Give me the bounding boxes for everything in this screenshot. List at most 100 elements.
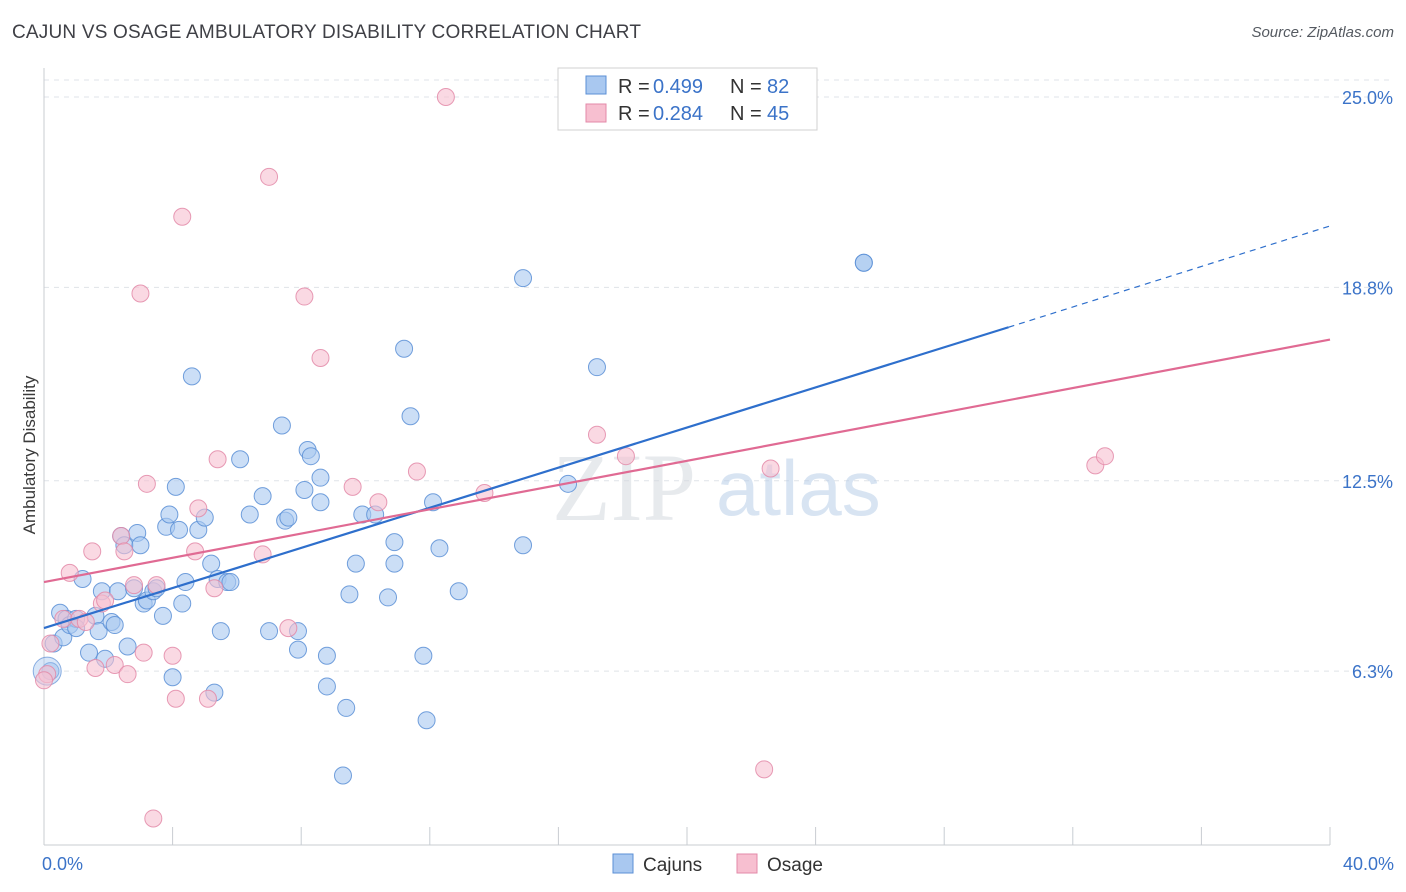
cajuns-point-47 xyxy=(260,622,279,641)
legend-swatch-osage xyxy=(585,103,607,123)
cajuns-point-74 xyxy=(430,539,449,558)
osage-point-33 xyxy=(343,477,362,496)
legend-osage-r-value: 0.284 xyxy=(653,103,703,125)
legend-cajuns-n-value: 82 xyxy=(767,76,789,98)
bottom-legend-swatch-osage xyxy=(736,853,758,874)
osage-point-27 xyxy=(208,450,227,469)
trend-line-cajuns-extension xyxy=(1008,225,1331,328)
osage-point-34 xyxy=(369,493,388,512)
cajuns-point-69 xyxy=(395,339,414,358)
cajuns-point-62 xyxy=(340,585,359,604)
bottom-legend-cajuns: Cajuns xyxy=(643,855,702,876)
cajuns-point-58 xyxy=(317,646,336,665)
cajuns-point-45 xyxy=(240,505,259,524)
osage-point-26 xyxy=(205,579,224,598)
osage-point-31 xyxy=(295,287,314,306)
cajuns-point-59 xyxy=(317,677,336,696)
cajuns-point-29 xyxy=(160,505,179,524)
cajuns-point-44 xyxy=(231,450,250,469)
legend-swatch-cajuns xyxy=(585,75,607,95)
osage-point-32 xyxy=(311,348,330,367)
series-osage-points xyxy=(35,88,1114,828)
osage-point-38 xyxy=(587,425,606,444)
osage-point-25 xyxy=(198,689,217,708)
osage-point-11 xyxy=(112,527,131,546)
osage-point-14 xyxy=(125,576,144,595)
grid-lines xyxy=(44,79,1392,672)
osage-point-10 xyxy=(105,655,124,674)
legend-cajuns-n-label: N = xyxy=(730,76,762,98)
trend-lines xyxy=(43,225,1331,630)
cajuns-point-56 xyxy=(311,493,330,512)
osage-point-40 xyxy=(755,760,774,779)
cajuns-point-32 xyxy=(170,520,189,539)
cajuns-point-38 xyxy=(202,554,221,573)
cajuns-point-19 xyxy=(118,637,137,656)
cajuns-point-70 xyxy=(401,407,420,426)
cajuns-point-77 xyxy=(514,269,533,288)
y-tick-label-1: 12.5% xyxy=(1342,472,1393,492)
cajuns-point-35 xyxy=(182,367,201,386)
source-label: Source: ZipAtlas.com xyxy=(1251,24,1394,41)
cajuns-point-60 xyxy=(333,766,352,785)
cajuns-point-27 xyxy=(153,606,172,625)
cajuns-point-68 xyxy=(385,554,404,573)
osage-point-35 xyxy=(407,462,426,481)
osage-point-41 xyxy=(761,459,780,478)
cajuns-point-48 xyxy=(272,416,291,435)
cajuns-point-15 xyxy=(105,616,124,635)
osage-point-12 xyxy=(115,542,134,561)
y-tick-label-3: 25.0% xyxy=(1342,88,1393,108)
legend-osage-r-label: R = xyxy=(618,103,650,125)
osage-point-15 xyxy=(131,284,150,303)
osage-point-39 xyxy=(616,447,635,466)
osage-point-5 xyxy=(76,612,95,631)
cajuns-point-53 xyxy=(295,480,314,499)
cajuns-point-55 xyxy=(301,447,320,466)
osage-point-17 xyxy=(137,474,156,493)
cajuns-point-66 xyxy=(379,588,398,607)
legend-cajuns-r-value: 0.499 xyxy=(653,76,703,98)
cajuns-point-67 xyxy=(385,533,404,552)
legend: R = 0.499 N = 82 R = 0.284 N = 45 xyxy=(557,67,818,131)
cajuns-point-81 xyxy=(854,253,873,272)
osage-point-36 xyxy=(436,88,455,106)
osage-point-44 xyxy=(35,671,53,690)
osage-point-20 xyxy=(163,646,182,665)
y-tick-label-0: 6.3% xyxy=(1352,662,1393,682)
cajuns-point-72 xyxy=(417,711,436,730)
y-axis-label: Ambulatory Disability xyxy=(20,375,39,534)
osage-point-13 xyxy=(118,665,137,684)
cajuns-point-75 xyxy=(449,582,468,601)
x-tick-label-0: 0.0% xyxy=(42,854,83,874)
cajuns-point-71 xyxy=(414,646,433,665)
cajuns-point-79 xyxy=(587,358,606,377)
osage-point-30 xyxy=(279,619,298,638)
cajuns-point-52 xyxy=(288,640,307,659)
bottom-legend: Cajuns Osage xyxy=(612,853,823,876)
osage-point-16 xyxy=(134,643,153,662)
osage-point-18 xyxy=(144,809,163,828)
watermark: ZIP atlas xyxy=(552,434,881,541)
cajuns-point-31 xyxy=(166,477,185,496)
cajuns-point-22 xyxy=(131,536,150,555)
legend-cajuns-r-label: R = xyxy=(618,76,650,98)
osage-point-43 xyxy=(1095,447,1114,466)
tick-labels: 6.3% 12.5% 18.8% 25.0% 0.0% 40.0% xyxy=(42,88,1394,874)
trend-line-osage xyxy=(43,338,1331,584)
cajuns-point-76 xyxy=(514,536,533,555)
osage-point-1 xyxy=(41,634,60,653)
y-tick-label-2: 18.8% xyxy=(1342,278,1393,298)
cajuns-point-11 xyxy=(89,622,108,641)
legend-osage-n-label: N = xyxy=(730,103,762,125)
osage-point-22 xyxy=(173,207,192,226)
trend-line-cajuns xyxy=(43,326,1009,630)
cajuns-point-43 xyxy=(221,573,240,592)
osage-point-7 xyxy=(86,659,105,678)
osage-point-21 xyxy=(166,689,185,708)
cajuns-point-41 xyxy=(211,622,230,641)
osage-point-6 xyxy=(83,542,102,561)
cajuns-point-33 xyxy=(173,594,192,613)
bottom-legend-swatch-cajuns xyxy=(612,853,634,874)
